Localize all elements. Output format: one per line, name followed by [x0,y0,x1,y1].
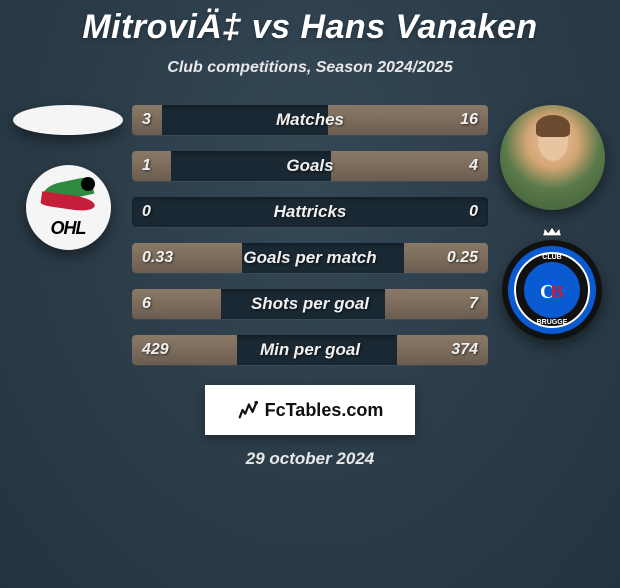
brugge-monogram-icon: C B [532,270,572,310]
brugge-inner: C B [524,262,580,318]
stat-label: Goals per match [132,243,488,273]
player-left-avatar [13,105,123,135]
player-right-club-badge: CLUB BRUGGE C B [502,240,602,340]
brugge-text-top: CLUB [542,254,561,261]
stat-row: 00Hattricks [132,197,488,227]
branding-text: FcTables.com [265,400,384,421]
page-title: MitroviÄ‡ vs Hans Vanaken [0,8,620,47]
right-side: CLUB BRUGGE C B [492,105,612,365]
stat-row: 429374Min per goal [132,335,488,365]
comparison-bars: 316Matches 14Goals 00Hattricks 0.330.25Goal… [128,105,492,365]
fctables-logo-icon [237,399,259,421]
stat-row: 316Matches [132,105,488,135]
ohl-label: OHL [33,218,103,239]
date-text: 29 october 2024 [0,449,620,469]
stat-row: 14Goals [132,151,488,181]
brugge-text-bottom: BRUGGE [537,319,568,326]
crown-icon [541,226,563,238]
player-left-club-badge: OHL [26,165,111,250]
ohl-ball-icon [81,177,95,191]
branding-badge: FcTables.com [205,385,415,435]
stat-label: Goals [132,151,488,181]
stat-label: Matches [132,105,488,135]
comparison-content: OHL 316Matches 14Goals 00Hattricks 0.330.25… [0,105,620,365]
subtitle: Club competitions, Season 2024/2025 [0,59,620,77]
stat-row: 0.330.25Goals per match [132,243,488,273]
stat-label: Hattricks [132,197,488,227]
stat-row: 67Shots per goal [132,289,488,319]
stat-label: Shots per goal [132,289,488,319]
player-right-avatar [500,105,605,210]
left-side: OHL [8,105,128,365]
svg-text:B: B [550,281,563,303]
stat-label: Min per goal [132,335,488,365]
